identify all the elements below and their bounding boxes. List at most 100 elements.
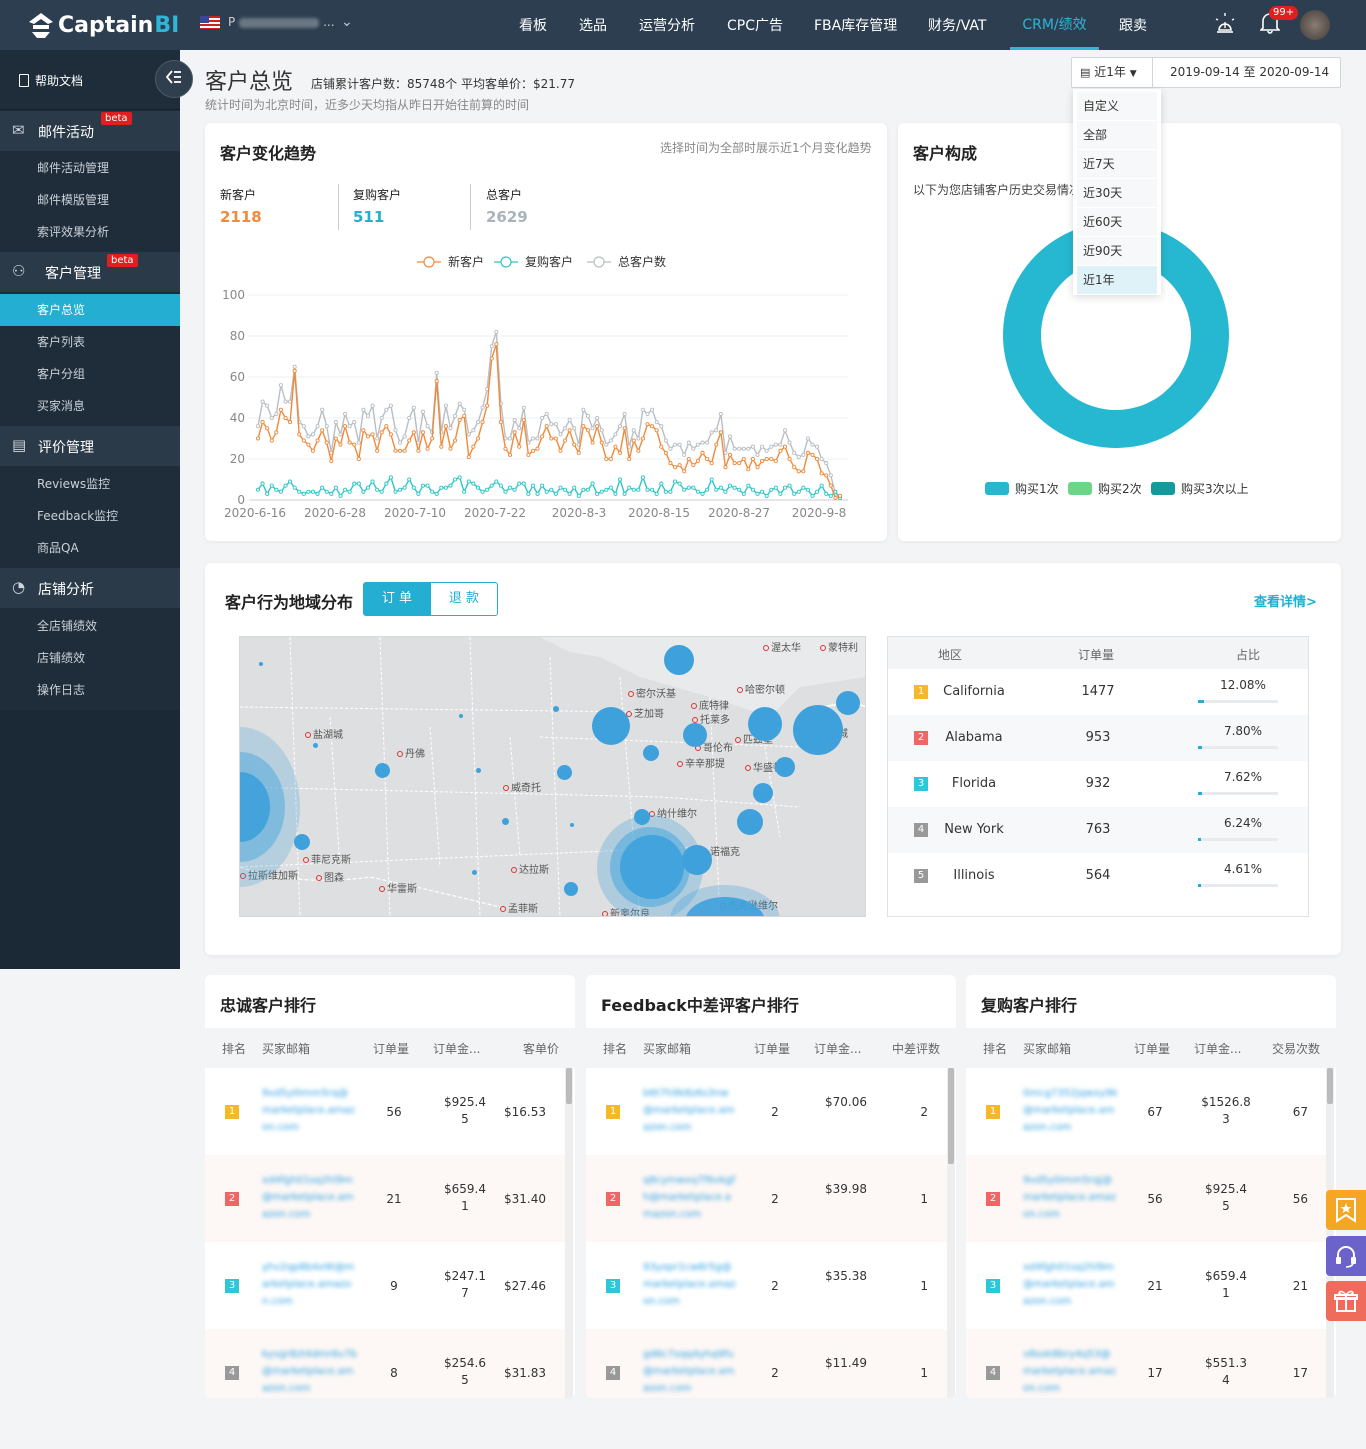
data-point[interactable]	[705, 487, 710, 492]
data-point[interactable]	[695, 489, 700, 494]
data-point[interactable]	[329, 491, 334, 496]
data-point[interactable]	[782, 485, 788, 490]
data-point[interactable]	[682, 487, 687, 492]
data-point[interactable]	[255, 487, 261, 492]
ranking-row[interactable]: 3 93yopr1cw8r5g@marketplace.amazon.com 2…	[586, 1242, 948, 1329]
data-point[interactable]	[489, 344, 494, 349]
sidebar-item-buyer-messages[interactable]: 买家消息	[37, 399, 86, 413]
tab-refunds[interactable]: 退 款	[430, 582, 498, 616]
data-point[interactable]	[764, 456, 769, 462]
sidebar-item-email-manage[interactable]: 邮件活动管理	[37, 161, 110, 175]
data-point[interactable]	[691, 485, 696, 490]
data-point[interactable]	[636, 487, 641, 492]
data-point[interactable]	[347, 489, 352, 494]
data-point[interactable]	[402, 434, 407, 439]
map-bubble[interactable]	[502, 818, 509, 825]
data-point[interactable]	[741, 456, 746, 462]
ranking-row[interactable]: 1 b6t7h9k8z6s3nw@marketplace.amazon.com …	[586, 1068, 948, 1155]
data-point[interactable]	[764, 448, 769, 453]
data-point[interactable]	[338, 432, 343, 437]
data-point[interactable]	[274, 487, 279, 492]
data-point[interactable]	[755, 452, 760, 457]
bulb-alert-icon[interactable]	[1214, 12, 1236, 41]
ranking-row[interactable]: 1 9vd5y0imm5rq@marketplace.amazon.com 56…	[205, 1068, 567, 1155]
sidebar-section-reviews[interactable]: ▤ 评价管理	[0, 426, 180, 466]
map-bubble[interactable]	[294, 834, 310, 850]
data-point[interactable]	[297, 489, 302, 494]
data-point[interactable]	[732, 485, 737, 490]
buyer-email[interactable]: 93yopr1cw8r5g@marketplace.amazon.com	[643, 1262, 736, 1307]
data-point[interactable]	[604, 442, 609, 447]
data-point[interactable]	[333, 436, 338, 441]
bookmark-button[interactable]	[1326, 1190, 1366, 1230]
data-point[interactable]	[595, 424, 600, 429]
data-point[interactable]	[540, 415, 545, 421]
data-point[interactable]	[370, 403, 375, 408]
data-point[interactable]	[384, 424, 389, 429]
data-point[interactable]	[787, 440, 792, 445]
legend-buy-once[interactable]: 购买1次	[985, 480, 1059, 497]
data-point[interactable]	[585, 413, 591, 418]
data-point[interactable]	[654, 420, 659, 425]
data-point[interactable]	[269, 415, 274, 421]
data-point[interactable]	[402, 485, 407, 490]
data-point[interactable]	[663, 450, 668, 455]
data-point[interactable]	[324, 489, 329, 494]
data-point[interactable]	[833, 495, 838, 500]
data-point[interactable]	[398, 440, 403, 445]
ranking-row[interactable]: 2 9vd5y0imm5rqj@marketplace.amazon.com 5…	[966, 1155, 1328, 1242]
data-point[interactable]	[494, 479, 499, 484]
data-point[interactable]	[727, 483, 733, 488]
data-point[interactable]	[333, 485, 338, 490]
data-point[interactable]	[572, 442, 577, 447]
data-point[interactable]	[288, 479, 293, 484]
data-point[interactable]	[659, 444, 664, 449]
map-bubble[interactable]	[259, 662, 263, 666]
ranking-row[interactable]: 2 q8cymwxq7f6vkgfh@marketplace.amazon.co…	[586, 1155, 948, 1242]
data-point[interactable]	[320, 407, 325, 412]
data-point[interactable]	[599, 428, 604, 433]
data-point[interactable]	[375, 436, 380, 441]
period-option-30d[interactable]: 近30天	[1077, 179, 1157, 207]
data-point[interactable]	[356, 481, 361, 486]
scrollbar[interactable]	[565, 1068, 573, 1398]
data-point[interactable]	[512, 417, 517, 423]
data-point[interactable]	[769, 456, 774, 462]
region-row[interactable]: 4 New York 763 6.24%	[888, 807, 1308, 853]
avatar[interactable]	[1300, 10, 1330, 40]
data-point[interactable]	[686, 440, 691, 445]
buyer-email[interactable]: yhv2qp8b4x9t@marketplace.amazon.com	[262, 1262, 355, 1307]
sidebar-section-customer[interactable]: ⚇ 客户管理 beta	[0, 252, 180, 292]
data-point[interactable]	[324, 424, 329, 429]
data-point[interactable]	[402, 448, 407, 453]
data-point[interactable]	[388, 432, 393, 437]
data-point[interactable]	[310, 448, 316, 453]
data-point[interactable]	[507, 452, 513, 457]
data-point[interactable]	[700, 450, 705, 455]
data-point[interactable]	[471, 481, 476, 486]
legend-buy-3plus[interactable]: 购买3次以上	[1151, 480, 1249, 497]
data-point[interactable]	[741, 446, 746, 451]
data-point[interactable]	[356, 440, 361, 445]
map-bubble[interactable]	[634, 809, 650, 825]
map-bubble[interactable]	[472, 870, 477, 875]
data-point[interactable]	[384, 481, 389, 486]
gift-button[interactable]	[1326, 1281, 1366, 1321]
data-point[interactable]	[375, 487, 380, 492]
region-row[interactable]: 2 Alabama 953 7.80%	[888, 715, 1308, 761]
data-point[interactable]	[338, 493, 343, 498]
ranking-row[interactable]: 2 xd4fgh01sq2hl9m@marketplace.amazon.com…	[205, 1155, 567, 1242]
nav-fba[interactable]: FBA库存管理	[814, 18, 898, 34]
captainbi-logo[interactable]: Captain BI	[24, 8, 179, 42]
sidebar-item-customer-list[interactable]: 客户列表	[37, 335, 86, 349]
legend-marker[interactable]	[423, 256, 435, 268]
data-point[interactable]	[530, 448, 536, 453]
data-point[interactable]	[585, 428, 591, 433]
data-point[interactable]	[613, 491, 618, 496]
data-point[interactable]	[544, 489, 549, 494]
data-point[interactable]	[636, 448, 641, 453]
view-details-link[interactable]: 查看详情>	[1254, 595, 1317, 610]
data-point[interactable]	[343, 424, 348, 429]
data-point[interactable]	[521, 417, 526, 423]
data-point[interactable]	[517, 444, 522, 449]
